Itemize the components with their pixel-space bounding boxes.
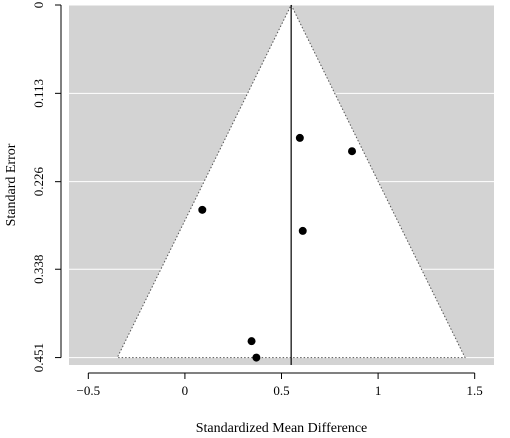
x-tick-label: 0.5 bbox=[273, 383, 289, 398]
x-tick-label: 1 bbox=[375, 383, 382, 398]
data-point bbox=[247, 337, 256, 346]
data-points bbox=[198, 133, 357, 362]
x-axis-title: Standardized Mean Difference bbox=[196, 421, 368, 436]
data-point bbox=[298, 226, 307, 235]
y-axis: 0 0.113 0.226 0.338 0.451 bbox=[31, 2, 62, 372]
x-tick-label: 0 bbox=[182, 383, 189, 398]
data-point bbox=[295, 133, 304, 142]
y-tick-label: 0.113 bbox=[31, 79, 46, 108]
data-point bbox=[198, 205, 207, 214]
x-tick-label: −0.5 bbox=[77, 383, 101, 398]
y-tick-label: 0 bbox=[31, 2, 46, 9]
data-point bbox=[348, 147, 357, 156]
x-axis: −0.5 0 0.5 1 1.5 bbox=[77, 372, 483, 398]
data-point bbox=[252, 353, 261, 362]
x-tick-label: 1.5 bbox=[467, 383, 483, 398]
y-axis-title: Standard Error bbox=[4, 143, 19, 226]
y-tick-label: 0.451 bbox=[31, 343, 46, 372]
y-tick-label: 0.226 bbox=[31, 167, 46, 197]
y-tick-label: 0.338 bbox=[31, 255, 46, 284]
